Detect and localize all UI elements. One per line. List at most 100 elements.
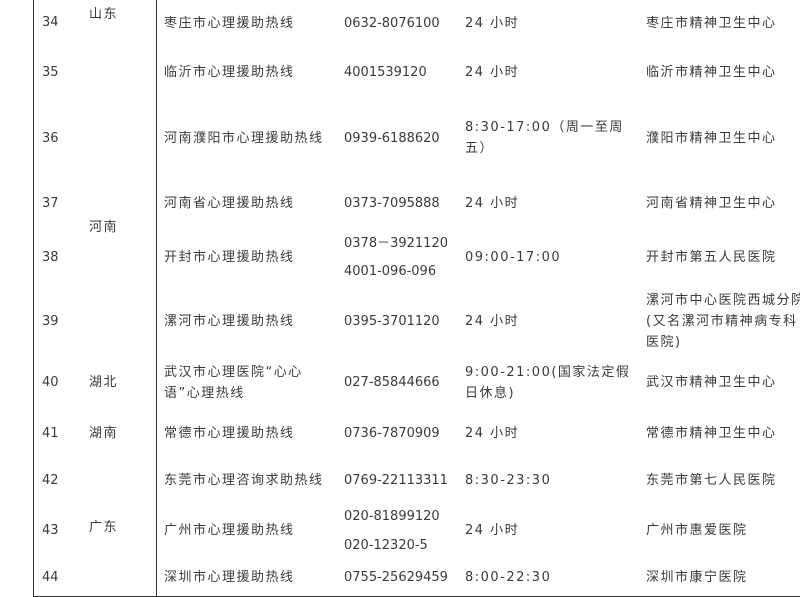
service-hours-text: 8:30-23:30 [465,473,552,488]
row-number: 40 [33,357,82,409]
province-text: 河南 [89,220,119,235]
phone-number-text: 020-81899120 [344,509,440,524]
hotline-name: 临沂市心理援助热线 [156,46,337,99]
hotline-name: 武汉市心理医院“心心语”心理热线 [156,357,337,409]
service-hours: 24 小时 [457,46,639,99]
service-hours: 24 小时 [457,286,639,358]
institution-text: 枣庄市精神卫生中心 [646,15,777,31]
row-number-text: 38 [42,250,59,265]
phone-number-text: 0939-6188620 [344,130,440,146]
row-number: 37 [33,178,82,230]
row-number-text: 43 [42,523,59,538]
phone-number-text: 0769-22113311 [344,473,448,488]
hotline-name: 河南濮阳市心理援助热线 [156,98,337,179]
phone-number: 0769-22113311 [336,459,458,503]
institution-text: 东莞市第七人民医院 [646,473,777,488]
phone-number: 020-81899120 [336,502,458,532]
hotline-name: 河南省心理援助热线 [156,178,337,230]
phone-number: 020-12320-5 [336,531,458,560]
institution-text: 濮阳市精神卫生中心 [646,130,777,146]
row-number: 34 [33,0,82,47]
hotline-name-text: 河南省心理援助热线 [164,196,295,211]
service-hours-text: 24 小时 [465,15,520,31]
row-number-text: 44 [42,570,59,585]
institution: 深圳市康宁医院 [638,559,800,597]
institution: 河南省精神卫生中心 [638,178,800,230]
service-hours-text: 24 小时 [465,196,520,211]
hotline-name-text: 河南濮阳市心理援助热线 [164,130,324,146]
row-number-text: 41 [42,426,59,441]
row-number: 36 [33,98,82,179]
institution-text: 开封市第五人民医院 [646,250,777,265]
row-number: 42 [33,459,82,503]
service-hours-text: 8:30-17:00（周一至周五） [465,120,624,156]
service-hours-text: 9:00-21:00(国家法定假日休息) [465,364,631,401]
service-hours-text: 24 小时 [465,314,520,329]
phone-number: 0378－3921120 [336,229,458,258]
hotline-name: 深圳市心理援助热线 [156,559,337,597]
province-text: 湖南 [89,426,119,441]
phone-number: 0939-6188620 [336,98,458,179]
phone-number-text: 027-85844666 [344,375,440,390]
province-text: 广东 [89,520,119,535]
row-number: 38 [33,229,82,287]
hotline-name-text: 武汉市心理医院“心心语”心理热线 [164,364,303,401]
institution: 东莞市第七人民医院 [638,459,800,503]
institution: 枣庄市精神卫生中心 [638,0,800,47]
row-number: 39 [33,286,82,358]
province: 山东 [81,0,157,99]
service-hours: 8:30-23:30 [457,459,639,503]
phone-number: 0632-8076100 [336,0,458,47]
service-hours-text: 8:00-22:30 [465,570,552,585]
province: 湖南 [81,408,157,460]
service-hours: 9:00-21:00(国家法定假日休息) [457,357,639,409]
phone-number-text: 020-12320-5 [344,537,428,553]
province: 广东 [81,459,157,597]
phone-number: 0736-7870909 [336,408,458,460]
service-hours-text: 24 小时 [465,523,520,538]
service-hours: 24 小时 [457,502,639,560]
hotline-name-text: 临沂市心理援助热线 [164,64,295,80]
hotline-name: 枣庄市心理援助热线 [156,0,337,47]
phone-number: 0395-3701120 [336,286,458,358]
hotline-name: 常德市心理援助热线 [156,408,337,460]
hotline-name: 东莞市心理咨询求助热线 [156,459,337,503]
service-hours: 24 小时 [457,178,639,230]
institution: 漯河市中心医院西城分院(又名漯河市精神病专科医院) [638,286,800,358]
phone-number-text: 0632-8076100 [344,15,440,31]
province: 湖北 [81,357,157,409]
phone-number-text: 0755-25629459 [344,570,448,585]
service-hours: 09:00-17:00 [457,229,639,287]
service-hours: 8:30-17:00（周一至周五） [457,98,639,179]
institution: 广州市惠爱医院 [638,502,800,560]
institution-text: 广州市惠爱医院 [646,523,748,538]
institution: 武汉市精神卫生中心 [638,357,800,409]
hotline-name-text: 广州市心理援助热线 [164,523,295,538]
row-number-text: 36 [42,130,59,146]
row-number-text: 39 [42,314,59,329]
institution: 临沂市精神卫生中心 [638,46,800,99]
row-number-text: 42 [42,473,59,488]
phone-number: 0755-25629459 [336,559,458,597]
row-number-text: 35 [42,64,59,80]
phone-number: 4001539120 [336,46,458,99]
hotline-name-text: 漯河市心理援助热线 [164,314,295,329]
phone-number-text: 0373-7095888 [344,196,440,211]
service-hours: 8:00-22:30 [457,559,639,597]
hotline-name-text: 枣庄市心理援助热线 [164,15,295,31]
institution-text: 漯河市中心医院西城分院(又名漯河市精神病专科医院) [646,293,800,350]
hotline-name-text: 开封市心理援助热线 [164,250,295,265]
phone-number: 027-85844666 [336,357,458,409]
service-hours-text: 24 小时 [465,64,520,80]
phone-number-text: 0378－3921120 [344,235,448,251]
hotline-name: 开封市心理援助热线 [156,229,337,287]
institution-text: 武汉市精神卫生中心 [646,375,777,390]
row-number-text: 34 [42,14,59,30]
service-hours-text: 09:00-17:00 [465,250,562,265]
hotline-name-text: 东莞市心理咨询求助热线 [164,473,324,488]
service-hours: 24 小时 [457,0,639,47]
hotline-name-text: 常德市心理援助热线 [164,426,295,441]
phone-number: 0373-7095888 [336,178,458,230]
phone-number-text: 4001-096-096 [344,264,437,279]
